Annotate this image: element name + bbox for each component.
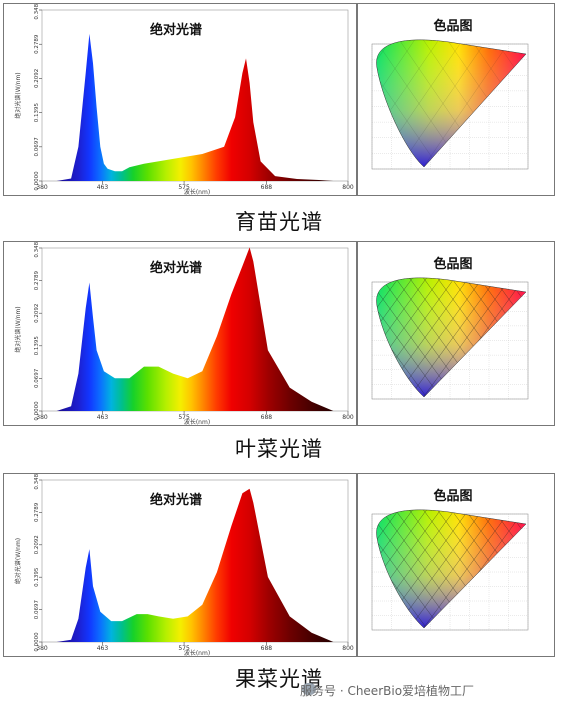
y-tick-label: 0.1395 xyxy=(34,567,40,587)
cie-box: 色品图 xyxy=(357,473,555,657)
cie-gamut-shade xyxy=(376,509,527,629)
cie-diagram: 色品图 xyxy=(371,488,529,631)
spectrum-title: 绝对光谱 xyxy=(150,260,202,276)
x-tick-label: 575 xyxy=(178,184,190,191)
cie-title: 色品图 xyxy=(433,488,472,504)
panel-caption: 叶菜光谱 xyxy=(235,437,323,461)
cie-diagram: 色品图 xyxy=(371,18,529,170)
panel-seedling: 0.0000 0.0697 0.1395 0.2092 0.2789 0.3487 绝对光谱… xyxy=(3,0,555,235)
y-tick-label: 0.0697 xyxy=(34,368,40,388)
spectrum-box: 0.0000 0.0697 0.1395 0.2092 0.2789 0.3487 绝对光谱… xyxy=(3,0,357,196)
spectrum-title: 绝对光谱 xyxy=(150,22,202,38)
y-tick-label: 0.2092 xyxy=(34,535,40,554)
y-tick-label: 0.2789 xyxy=(34,271,40,291)
cie-title: 色品图 xyxy=(433,256,472,272)
spectrum-box: 0.0000 0.0697 0.1395 0.2092 0.2789 0.3487 绝对光谱… xyxy=(3,238,357,426)
y-tick-label: 0.1395 xyxy=(34,102,40,122)
panel-caption: 育苗光谱 xyxy=(235,210,323,234)
y-axis-label: 绝对光谱(W/nm) xyxy=(14,306,22,352)
spectrum-chart: 0.0000 0.0697 0.1395 0.2092 0.2789 0.3487 绝对光谱… xyxy=(14,0,354,196)
x-tick-label: 800 xyxy=(342,645,354,652)
footer-watermark: 服务号 · CheerBio爱培植物工厂 xyxy=(300,684,475,698)
cie-box: 色品图 xyxy=(357,3,555,196)
y-tick-label: 0.0000 xyxy=(34,632,40,652)
y-axis-label: 绝对光谱(W/nm) xyxy=(14,72,22,118)
x-tick-label: 575 xyxy=(178,645,190,652)
x-tick-label: 463 xyxy=(97,184,109,191)
cie-gamut-shade xyxy=(376,277,527,398)
spectrum-area xyxy=(56,33,334,182)
y-tick-label: 0.0000 xyxy=(34,401,40,421)
x-tick-label: 800 xyxy=(342,184,354,191)
y-axis-label: 绝对光谱(W/nm) xyxy=(14,538,22,584)
y-tick-label: 0.0697 xyxy=(34,599,40,619)
cie-title: 色品图 xyxy=(433,18,472,34)
x-tick-label: 688 xyxy=(261,184,273,191)
spectrum-title: 绝对光谱 xyxy=(150,492,202,508)
panel-fruit: 0.0000 0.0697 0.1395 0.2092 0.2789 0.3487 绝对光谱… xyxy=(3,470,555,705)
y-tick-label: 0.1395 xyxy=(34,336,40,356)
y-tick-label: 0.3487 xyxy=(34,4,40,20)
cie-box: 色品图 xyxy=(357,241,555,426)
spectrum-box: 0.0000 0.0697 0.1395 0.2092 0.2789 0.3487 绝对光谱… xyxy=(3,470,357,657)
x-tick-label: 380 xyxy=(36,414,48,421)
spectrum-chart: 0.0000 0.0697 0.1395 0.2092 0.2789 0.3487 绝对光谱… xyxy=(14,238,354,426)
wechat-icon xyxy=(302,683,316,695)
spectrum-chart: 0.0000 0.0697 0.1395 0.2092 0.2789 0.3487 绝对光谱… xyxy=(14,470,354,657)
cie-diagram: 色品图 xyxy=(371,256,529,400)
spectrum-area xyxy=(56,488,334,642)
x-tick-label: 380 xyxy=(36,184,48,191)
x-tick-label: 463 xyxy=(97,645,109,652)
y-tick-label: 0.2092 xyxy=(34,69,40,88)
x-axis-label: 波长(nm) xyxy=(184,188,210,195)
cie-gamut-shade xyxy=(376,39,527,168)
x-tick-label: 463 xyxy=(97,414,109,421)
x-tick-label: 380 xyxy=(36,645,48,652)
x-tick-label: 688 xyxy=(261,414,273,421)
y-tick-label: 0.3487 xyxy=(34,474,40,490)
spectrum-area xyxy=(56,247,334,411)
panel-leafy: 0.0000 0.0697 0.1395 0.2092 0.2789 0.3487 绝对光谱… xyxy=(3,238,555,469)
x-tick-label: 688 xyxy=(261,645,273,652)
y-tick-label: 0.0000 xyxy=(34,171,40,191)
x-axis-label: 波长(nm) xyxy=(184,418,210,425)
y-tick-label: 0.2092 xyxy=(34,304,40,323)
x-tick-label: 575 xyxy=(178,414,190,421)
x-axis-label: 波长(nm) xyxy=(184,649,210,656)
y-tick-label: 0.3487 xyxy=(34,242,40,258)
x-tick-label: 800 xyxy=(342,414,354,421)
y-tick-label: 0.2789 xyxy=(34,502,40,522)
y-tick-label: 0.2789 xyxy=(34,34,40,54)
y-tick-label: 0.0697 xyxy=(34,137,40,157)
